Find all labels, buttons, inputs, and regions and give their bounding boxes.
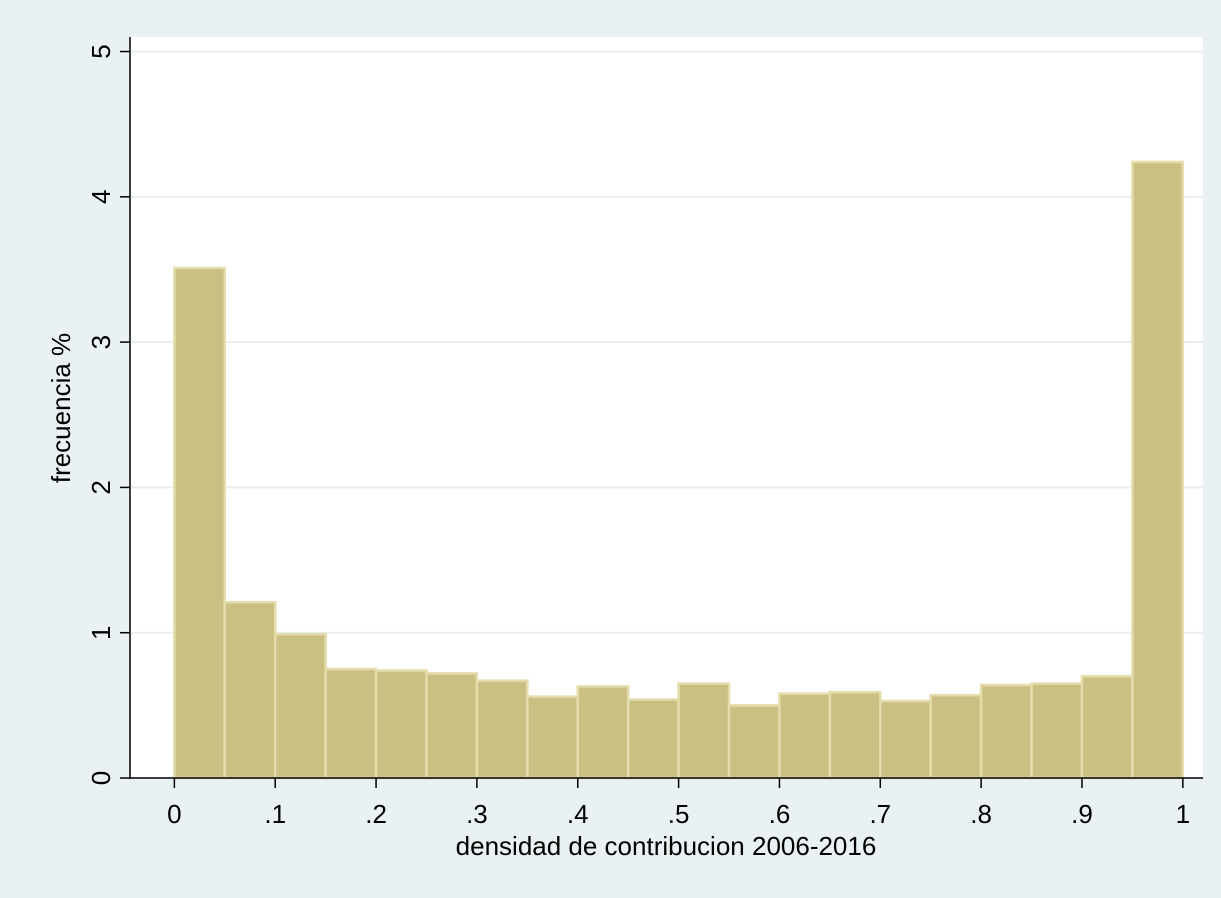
- y-tick-label-0: 0: [86, 771, 116, 785]
- histogram-bar-11: [677, 682, 731, 780]
- y-tick-label-5: 5: [86, 44, 116, 58]
- histogram-bar-9: [576, 685, 630, 780]
- histogram-bar-19: [1080, 675, 1134, 780]
- x-tick-label-4: .4: [567, 799, 589, 829]
- x-tick-label-8: .8: [970, 799, 992, 829]
- x-tick-label-0: 0: [167, 799, 181, 829]
- histogram-bar-2: [223, 600, 277, 780]
- x-tick-label-1: .1: [264, 799, 286, 829]
- y-tick-label-4: 4: [86, 190, 116, 204]
- histogram-bar-17: [979, 683, 1033, 780]
- y-tick-label-1: 1: [86, 625, 116, 639]
- histogram-bar-5: [374, 669, 428, 780]
- x-tick-label-10: 1: [1176, 799, 1190, 829]
- y-axis-title: frecuencia %: [46, 333, 76, 483]
- histogram-bar-4: [324, 667, 378, 780]
- histogram-bar-6: [425, 672, 479, 780]
- histogram-bar-15: [879, 699, 932, 780]
- histogram-bars: [173, 160, 1185, 780]
- histogram-bar-12: [727, 704, 781, 780]
- histogram-bar-13: [778, 692, 832, 780]
- histogram-bar-20: [1131, 160, 1185, 780]
- x-tick-label-9: .9: [1071, 799, 1093, 829]
- histogram-bar-10: [626, 698, 680, 780]
- histogram-bar-7: [475, 679, 529, 780]
- histogram-bar-18: [1030, 682, 1084, 780]
- x-tick-label-6: .6: [769, 799, 791, 829]
- x-tick-label-7: .7: [869, 799, 891, 829]
- histogram-bar-3: [273, 632, 327, 780]
- histogram-bar-8: [526, 695, 580, 780]
- histogram-bar-1: [173, 266, 227, 780]
- x-tick-label-3: .3: [466, 799, 488, 829]
- axes: [120, 37, 1203, 788]
- x-tick-label-5: .5: [668, 799, 690, 829]
- gridlines: [130, 50, 1203, 634]
- x-axis-title: densidad de contribucion 2006-2016: [456, 831, 877, 861]
- y-tick-label-3: 3: [86, 335, 116, 349]
- x-tick-label-2: .2: [365, 799, 387, 829]
- tick-labels: 0 1 2 3 4 5 0 .1 .2 .3 .4 .5 .6 .7 .8 .9 1: [86, 44, 1190, 829]
- histogram-bar-16: [929, 693, 983, 780]
- y-tick-label-2: 2: [86, 480, 116, 494]
- histogram-bar-14: [828, 691, 882, 780]
